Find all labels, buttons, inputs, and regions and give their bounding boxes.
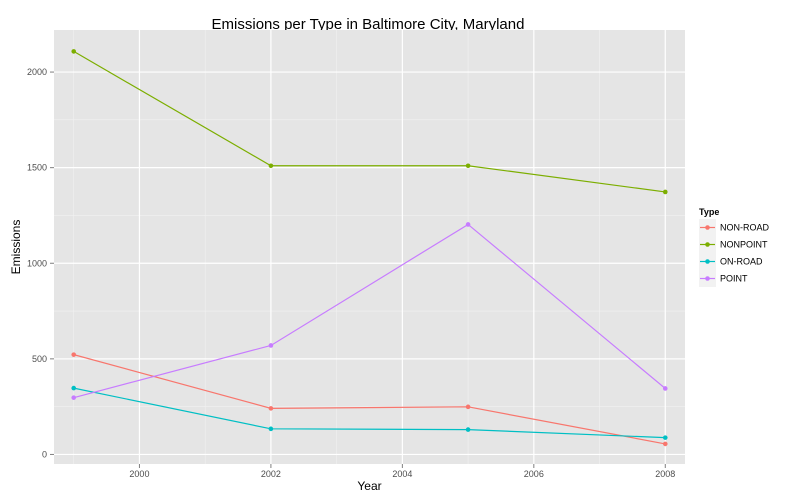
y-tick-label: 500 [32,354,47,364]
data-point-nonpoint [268,163,274,169]
data-point-non-road [71,352,77,357]
y-tick-label: 0 [42,449,47,459]
data-point-nonpoint [465,163,471,169]
legend-key-point [705,276,710,281]
legend-label: NONPOINT [720,240,768,250]
legend: Type NON-ROAD NONPOINT ON-ROAD POINT [699,207,769,287]
y-axis-title: Emissions [9,220,23,275]
x-tick-label: 2004 [392,469,412,479]
series-line-on-road [73,387,666,439]
x-tick-label: 2002 [261,469,281,479]
x-axis-title: Year [357,479,381,493]
data-point-non-road [268,406,274,411]
data-point-on-road [662,435,668,440]
chart-title: Emissions per Type in Baltimore City, Ma… [212,16,525,33]
data-point-on-road [268,426,274,432]
series-line-non-road [73,354,666,445]
data-point-non-road [465,404,471,410]
legend-title: Type [699,207,719,217]
y-tick-label: 2000 [27,67,47,77]
legend-item-non-road: NON-ROAD [699,219,769,236]
legend-key-point [705,225,710,230]
legend-label: ON-ROAD [720,257,763,267]
legend-item-nonpoint: NONPOINT [699,236,768,253]
legend-item-point: POINT [699,270,748,287]
data-point-nonpoint [71,49,77,54]
legend-key-point [705,259,710,264]
legend-key-point [705,242,710,247]
x-axis-ticks: 2000 2002 2004 2006 2008 [129,464,675,479]
data-point-point [71,395,77,400]
x-tick-label: 2000 [129,469,149,479]
x-tick-label: 2006 [524,469,544,479]
y-tick-label: 1500 [27,163,47,173]
y-axis-ticks: 0 500 1000 1500 2000 [27,67,54,459]
series-line-nonpoint [73,50,666,193]
plot-panel [54,30,685,464]
data-point-non-road [662,441,668,447]
x-tick-label: 2008 [655,469,675,479]
y-tick-label: 1000 [27,258,47,268]
legend-label: POINT [720,274,748,284]
data-point-point [268,343,274,348]
minor-gridlines [54,30,685,464]
legend-label: NON-ROAD [720,223,769,233]
series-line-point [73,223,666,399]
data-point-point [662,386,668,391]
legend-item-on-road: ON-ROAD [699,253,763,270]
data-point-on-road [465,427,471,432]
major-gridlines [54,30,685,464]
data-point-point [465,222,471,227]
series-layer [71,49,668,447]
data-point-nonpoint [662,189,668,195]
data-point-on-road [71,385,77,391]
